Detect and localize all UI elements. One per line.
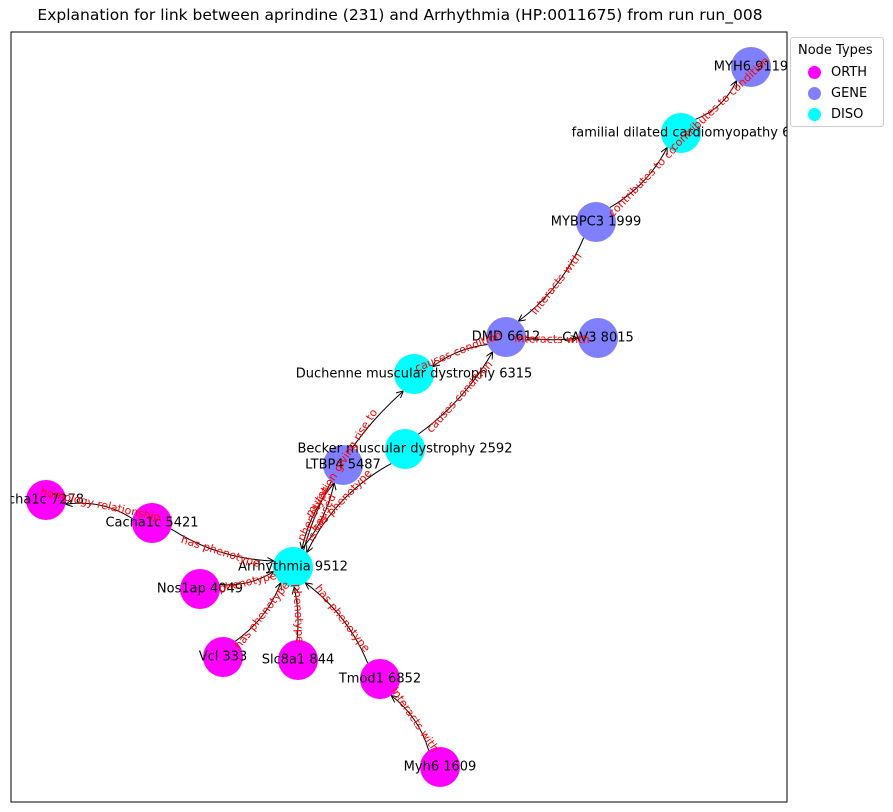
edge-cacna1c_5421-cacna1c_7278 xyxy=(66,503,133,520)
legend-item-gene: GENE xyxy=(808,86,867,102)
legend-item-diso: DISO xyxy=(808,107,863,123)
node-tmod1[interactable] xyxy=(360,659,400,699)
node-label-slc8a1: Slc8a1 844 xyxy=(262,653,334,668)
edge-cacna1c_5421-arrhythmia xyxy=(170,528,274,561)
edge-tmod1-arrhythmia xyxy=(305,583,369,664)
legend-label-gene: GENE xyxy=(831,86,868,101)
node-fdc[interactable] xyxy=(661,113,701,153)
node-label-cacna1c_5421: Cacna1c 5421 xyxy=(105,516,198,531)
node-cacna1c_7278[interactable] xyxy=(26,480,66,520)
node-label-myh6_1609: Myh6 1609 xyxy=(404,760,477,775)
node-ltbp4[interactable] xyxy=(323,445,363,485)
edge-becker-dmd xyxy=(418,352,492,435)
edge-fdc-myh6_9119 xyxy=(695,81,737,120)
nodes-layer: MYH6 9119 familial dilated cardiomyopathy… xyxy=(8,47,791,787)
node-label-cav3: CAV3 8015 xyxy=(562,331,634,346)
node-dmd[interactable] xyxy=(486,317,526,357)
node-slc8a1[interactable] xyxy=(278,640,318,680)
node-mybpc3[interactable] xyxy=(576,202,616,242)
node-label-myh6_9119: MYH6 9119 xyxy=(714,60,788,75)
node-myh6_9119[interactable] xyxy=(731,47,771,87)
node-label-fdc: familial dilated cardiomyopathy 6 xyxy=(572,126,791,141)
legend-marker-orth xyxy=(808,66,821,79)
legend-marker-diso xyxy=(808,108,821,121)
edge-arrhythmia-ltbp4 xyxy=(301,483,334,550)
node-cav3[interactable] xyxy=(578,318,618,358)
node-becker[interactable] xyxy=(385,429,425,469)
node-duchenne[interactable] xyxy=(394,354,434,394)
edge-becker-arrhythmia xyxy=(307,463,392,553)
legend: Node Types ORTH GENE DISO xyxy=(790,37,884,127)
legend-label-orth: ORTH xyxy=(831,65,868,80)
node-myh6_1609[interactable] xyxy=(420,747,460,787)
node-label-ltbp4: LTBP4 5487 xyxy=(305,458,381,473)
node-label-duchenne: Duchenne muscular dystrophy 6315 xyxy=(296,367,533,382)
node-cacna1c_5421[interactable] xyxy=(132,503,172,543)
legend-title: Node Types xyxy=(798,43,873,58)
edge-label: phenotype xyxy=(290,584,306,644)
node-label-mybpc3: MYBPC3 1999 xyxy=(551,215,641,230)
legend-item-orth: ORTH xyxy=(808,65,867,81)
edge-label: interacts with xyxy=(514,332,589,346)
node-vcl[interactable] xyxy=(203,637,243,677)
node-nos1ap[interactable] xyxy=(180,569,220,609)
edge-mybpc3-fdc xyxy=(609,147,667,208)
node-arrhythmia[interactable] xyxy=(273,547,313,587)
edge-dmd-cav3 xyxy=(525,337,578,340)
legend-label-diso: DISO xyxy=(831,107,864,122)
edge-vcl-arrhythmia xyxy=(234,583,280,642)
node-label-tmod1: Tmod1 6852 xyxy=(338,672,421,687)
node-label-nos1ap: Nos1ap 4049 xyxy=(157,582,243,597)
edge-myh6_1609-tmod1 xyxy=(391,696,430,751)
node-label-vcl: Vcl 333 xyxy=(199,650,248,665)
edge-nos1ap-arrhythmia xyxy=(219,572,273,586)
edge-dmd-duchenne xyxy=(433,343,488,366)
node-label-dmd: DMD 6612 xyxy=(472,330,540,345)
node-label-cacna1c_7278: cha1c 7278 xyxy=(8,493,84,508)
legend-marker-gene xyxy=(808,87,821,100)
edge-slc8a1-arrhythmia xyxy=(294,587,298,641)
edge-mybpc3-dmd xyxy=(518,237,585,321)
node-label-arrhythmia: Arrhythmia 9512 xyxy=(238,560,348,575)
node-label-becker: Becker muscular dystrophy 2592 xyxy=(298,442,513,457)
chart-title: Explanation for link between aprindine (… xyxy=(37,6,763,24)
